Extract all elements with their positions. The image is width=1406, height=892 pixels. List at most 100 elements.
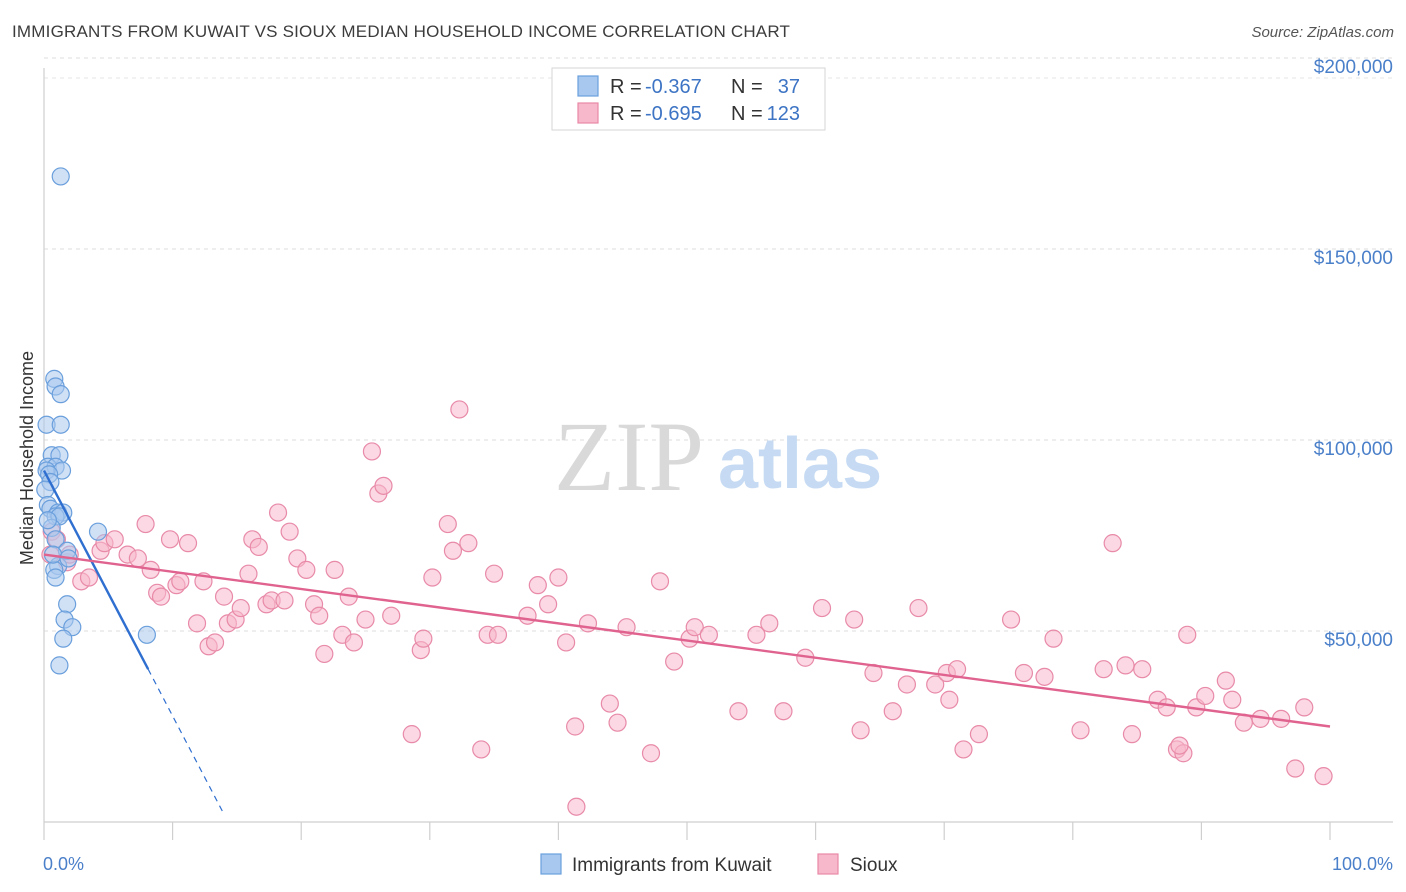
point-sioux [954, 740, 973, 759]
point-sioux [699, 625, 718, 644]
point-sioux [356, 610, 375, 629]
point-sioux [600, 694, 619, 713]
point-sioux [472, 740, 491, 759]
watermark: ZIP atlas [554, 401, 882, 512]
point-sioux [414, 629, 433, 648]
trend-line-immigrants-from-kuwait [42, 470, 150, 670]
point-sioux [1157, 698, 1176, 717]
point-sioux [1035, 667, 1054, 686]
bottom-legend-label-kuwait: Immigrants from Kuwait [572, 855, 772, 876]
point-sioux [518, 606, 537, 625]
point-sioux [1094, 660, 1113, 679]
bottom-legend: Immigrants from Kuwait Sioux [540, 853, 898, 876]
point-sioux [205, 633, 225, 652]
point-sioux [1001, 610, 1021, 629]
point-sioux [1223, 690, 1242, 709]
point-immigrants-from-kuwait [51, 385, 70, 404]
bottom-legend-swatch-kuwait [540, 853, 562, 875]
legend-swatch-kuwait [577, 75, 599, 97]
y-tick-labels: $50,000 $100,000 $150,000 $200,000 [1314, 57, 1393, 651]
point-sioux [845, 610, 864, 629]
point-immigrants-from-kuwait [50, 656, 69, 675]
point-sioux [79, 568, 99, 587]
point-sioux [1286, 759, 1305, 778]
point-immigrants-from-kuwait [58, 595, 77, 614]
point-sioux [275, 591, 294, 610]
point-sioux [1314, 767, 1333, 786]
legend-r-value-sioux: -0.695 [645, 103, 702, 125]
point-sioux [1122, 725, 1142, 744]
point-sioux [423, 568, 442, 587]
point-sioux [549, 568, 568, 587]
trend-lines [42, 470, 1331, 815]
trend-extension-immigrants-from-kuwait [147, 668, 225, 815]
legend-n-label-sioux: N = [731, 103, 763, 125]
point-immigrants-from-kuwait [46, 568, 65, 587]
legend-n-value-kuwait: 37 [778, 76, 800, 98]
point-sioux [566, 717, 585, 736]
point-sioux [940, 690, 959, 709]
watermark-zip: ZIP [554, 401, 704, 512]
point-sioux [926, 675, 945, 694]
point-sioux [450, 400, 469, 419]
point-sioux [382, 606, 401, 625]
point-sioux [249, 537, 268, 557]
point-sioux [438, 514, 457, 534]
point-sioux [812, 598, 832, 618]
point-sioux [641, 744, 661, 763]
legend-box: R = -0.367 N = 37 R = -0.695 N = 123 [551, 67, 826, 131]
point-sioux [650, 572, 670, 591]
point-sioux [1170, 736, 1189, 755]
bottom-legend-swatch-sioux [817, 853, 839, 875]
point-sioux [1295, 698, 1314, 717]
point-sioux [374, 476, 393, 495]
point-sioux [105, 530, 124, 549]
point-sioux [1116, 656, 1135, 675]
point-sioux [268, 503, 288, 522]
point-sioux [1071, 721, 1090, 740]
x-tick-start: 0.0% [43, 854, 84, 874]
y-tick-label: $50,000 [1324, 630, 1393, 651]
point-immigrants-from-kuwait [54, 629, 73, 648]
point-sioux [136, 514, 155, 534]
point-sioux [909, 598, 928, 618]
legend-n-label-kuwait: N = [731, 76, 763, 98]
point-sioux [280, 522, 299, 541]
point-immigrants-from-kuwait [51, 415, 70, 434]
point-sioux [1103, 534, 1122, 553]
point-sioux [239, 564, 258, 583]
point-sioux [214, 587, 234, 606]
point-sioux [665, 652, 684, 671]
point-sioux [557, 633, 576, 652]
point-sioux [851, 721, 870, 740]
point-sioux [459, 534, 478, 553]
point-sioux [528, 576, 547, 595]
point-sioux [1014, 663, 1034, 683]
point-immigrants-from-kuwait [88, 522, 108, 541]
point-immigrants-from-kuwait [137, 625, 156, 644]
point-sioux [685, 618, 704, 637]
chart-title: IMMIGRANTS FROM KUWAIT VS SIOUX MEDIAN H… [12, 22, 791, 41]
y-tick-label: $200,000 [1314, 57, 1393, 78]
legend-n-value-sioux: 123 [767, 103, 800, 125]
point-sioux [1044, 629, 1063, 648]
watermark-atlas: atlas [718, 424, 882, 504]
point-sioux [539, 595, 558, 614]
point-sioux [297, 560, 316, 579]
legend-r-value-kuwait: -0.367 [645, 76, 702, 98]
point-immigrants-from-kuwait [38, 511, 57, 530]
point-immigrants-from-kuwait [51, 167, 70, 186]
point-sioux [1178, 625, 1197, 644]
point-sioux [178, 534, 198, 553]
point-sioux [729, 702, 748, 721]
legend-r-label-kuwait: R = [610, 76, 642, 98]
point-sioux [485, 564, 504, 583]
y-tick-label: $100,000 [1314, 439, 1393, 460]
point-sioux [171, 572, 190, 591]
point-sioux [488, 625, 508, 644]
point-sioux [187, 614, 207, 633]
point-sioux [760, 614, 779, 633]
point-sioux [443, 541, 463, 560]
point-sioux [160, 530, 180, 549]
